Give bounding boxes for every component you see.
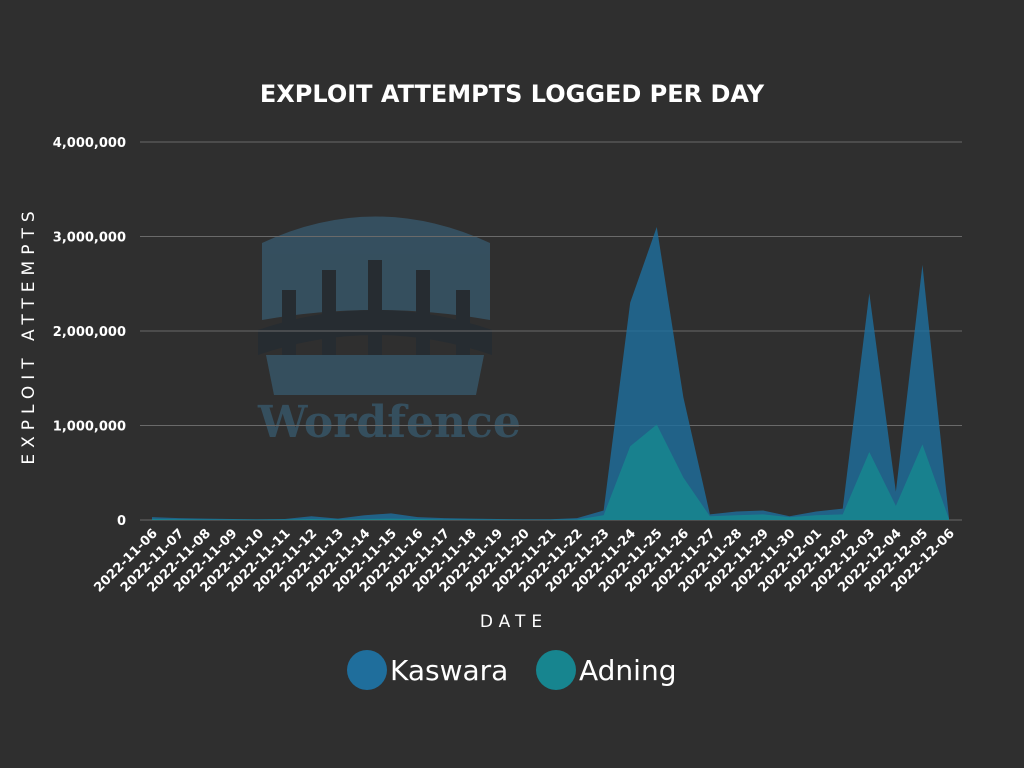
legend-label-kaswara: Kaswara [390, 654, 508, 687]
y-axis-tick-labels: 0 1,000,000 2,000,000 3,000,000 4,000,000 [53, 136, 126, 529]
series-area-adning [152, 424, 949, 520]
y-tick-label: 1,000,000 [53, 420, 126, 435]
y-tick-label: 0 [117, 514, 126, 529]
y-axis-title: EXPLOIT ATTEMPTS [19, 205, 39, 464]
legend: Kaswara Adning [347, 650, 676, 690]
wordfence-watermark: Wordfence [257, 216, 521, 448]
castle-gate-icon [258, 216, 492, 395]
series-areas [152, 227, 949, 521]
legend-swatch-kaswara [347, 650, 387, 690]
watermark-logo-text: Wordfence [257, 397, 521, 448]
x-axis-tick-labels: 2022-11-062022-11-072022-11-082022-11-09… [91, 526, 957, 595]
x-axis-title: DATE [480, 612, 548, 632]
chart-title: EXPLOIT ATTEMPTS LOGGED PER DAY [260, 80, 765, 108]
y-tick-label: 3,000,000 [53, 231, 126, 246]
y-tick-label: 2,000,000 [53, 325, 126, 340]
gridlines [140, 141, 962, 521]
legend-swatch-adning [536, 650, 576, 690]
legend-label-adning: Adning [579, 654, 676, 687]
y-tick-label: 4,000,000 [53, 136, 126, 151]
